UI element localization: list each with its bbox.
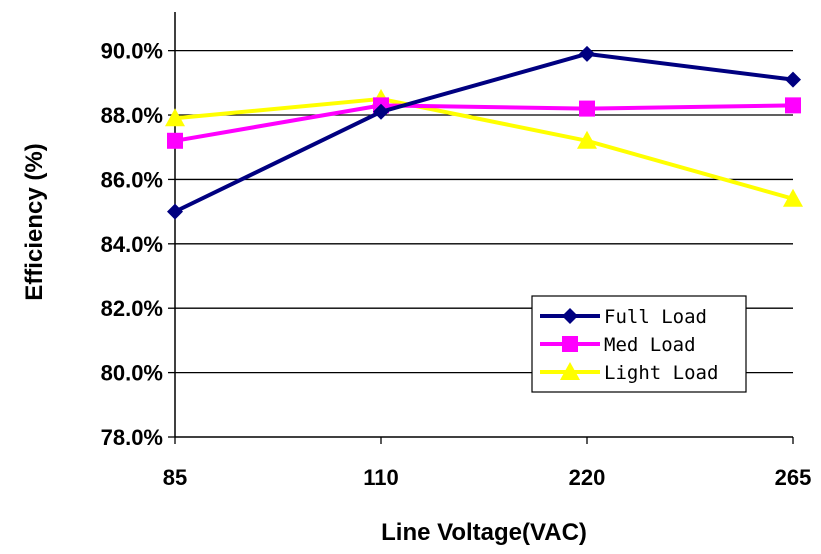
diamond-point bbox=[785, 71, 801, 88]
x-tick-labels: 85 110 220 265 bbox=[163, 465, 812, 490]
legend-entry: Med Load bbox=[540, 334, 696, 356]
diamond-point bbox=[167, 203, 183, 220]
legend: Full Load Med Load Light Load bbox=[531, 295, 747, 393]
y-tick-labels: 78.0% 80.0% 82.0% 84.0% 86.0% 88.0% 90.0% bbox=[101, 39, 163, 450]
square-point bbox=[167, 132, 183, 149]
y-tick-label: 90.0% bbox=[101, 39, 163, 64]
y-tick-label: 88.0% bbox=[101, 103, 163, 128]
triangle-point bbox=[783, 188, 803, 207]
legend-entry: Light Load bbox=[540, 362, 718, 384]
square-point bbox=[785, 97, 801, 114]
legend-label: Light Load bbox=[604, 362, 718, 384]
x-tick-label: 85 bbox=[163, 465, 187, 490]
legend-label: Full Load bbox=[604, 306, 707, 328]
triangle-point bbox=[165, 108, 185, 127]
series-full-load bbox=[167, 45, 801, 220]
legend-label: Med Load bbox=[604, 334, 696, 356]
legend-entry: Full Load bbox=[540, 306, 707, 328]
y-tick-label: 86.0% bbox=[101, 167, 163, 192]
y-tick-label: 78.0% bbox=[101, 425, 163, 450]
x-tick-label: 220 bbox=[569, 465, 606, 490]
series-med-load bbox=[167, 97, 801, 149]
y-tick-label: 82.0% bbox=[101, 296, 163, 321]
square-point bbox=[579, 100, 595, 117]
diamond-point bbox=[562, 308, 578, 324]
y-tick-label: 80.0% bbox=[101, 361, 163, 386]
y-tick-label: 84.0% bbox=[101, 232, 163, 257]
series-line bbox=[174, 103, 794, 143]
series-lines bbox=[165, 45, 803, 220]
series-line bbox=[174, 51, 794, 214]
x-axis-title: Line Voltage(VAC) bbox=[381, 519, 587, 546]
series-line bbox=[174, 96, 794, 201]
x-tick-label: 265 bbox=[775, 465, 812, 490]
x-tick-label: 110 bbox=[363, 465, 399, 490]
square-point bbox=[562, 336, 578, 352]
triangle-point bbox=[560, 362, 580, 380]
triangle-point bbox=[577, 130, 597, 149]
axes bbox=[174, 12, 794, 444]
diamond-point bbox=[579, 45, 595, 62]
diamond-point bbox=[373, 103, 389, 120]
y-axis-title: Efficiency (%) bbox=[21, 143, 48, 300]
